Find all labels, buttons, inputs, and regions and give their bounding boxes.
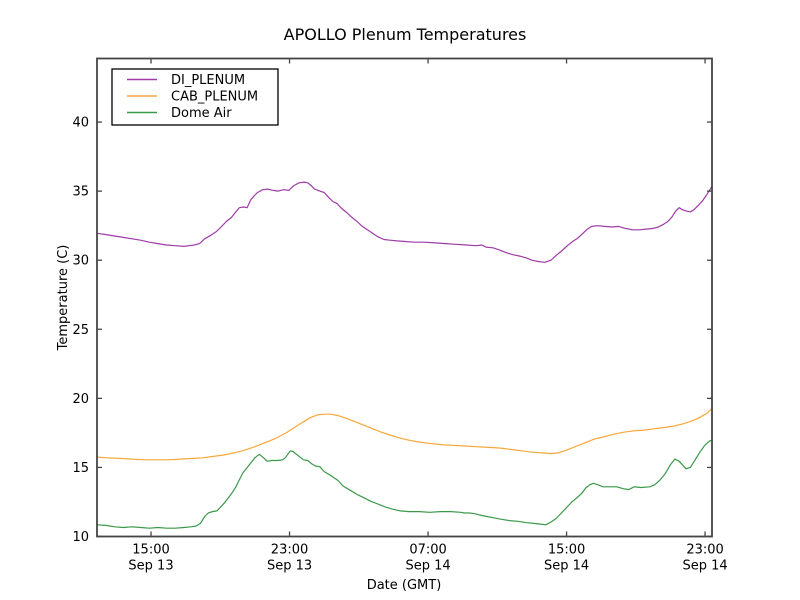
y-tick-label: 30	[72, 254, 89, 269]
series-line-dome-air	[96, 439, 713, 529]
x-axis-label: Date (GMT)	[367, 578, 442, 593]
y-tick-label: 40	[72, 116, 89, 131]
x-tick-label-time: 15:00	[548, 543, 585, 558]
legend-entry-dome-air: Dome Air	[127, 106, 232, 121]
series-layer	[96, 181, 713, 529]
plot-border	[96, 57, 713, 538]
chart-title: APOLLO Plenum Temperatures	[284, 25, 527, 44]
legend-label: CAB_PLENUM	[171, 90, 258, 105]
series-line-di-plenum	[96, 181, 713, 263]
x-tick-label-date: Sep 14	[544, 559, 589, 574]
legend-entry-cab-plenum: CAB_PLENUM	[127, 90, 258, 105]
x-tick-label-date: Sep 14	[405, 559, 450, 574]
x-tick-label-time: 23:00	[686, 543, 723, 558]
x-tick-label-time: 15:00	[132, 543, 169, 558]
x-tick-label-date: Sep 13	[128, 559, 173, 574]
x-tick-label-time: 07:00	[409, 543, 446, 558]
y-tick-label: 15	[72, 461, 89, 476]
x-tick-label-date: Sep 14	[682, 559, 727, 574]
y-tick-label: 10	[72, 530, 89, 545]
series-line-cab-plenum	[96, 407, 713, 461]
legend-box	[111, 68, 279, 126]
legend-label: Dome Air	[171, 106, 232, 121]
x-tick-label-time: 23:00	[271, 543, 308, 558]
y-tick-label: 35	[72, 185, 89, 200]
y-axis-label: Temperature (C)	[56, 245, 71, 352]
x-tick-label-date: Sep 13	[267, 559, 312, 574]
legend-entry-di-plenum: DI_PLENUM	[127, 73, 245, 88]
y-tick-label: 25	[72, 323, 89, 338]
y-tick-label: 20	[72, 392, 89, 407]
legend-label: DI_PLENUM	[171, 73, 245, 88]
